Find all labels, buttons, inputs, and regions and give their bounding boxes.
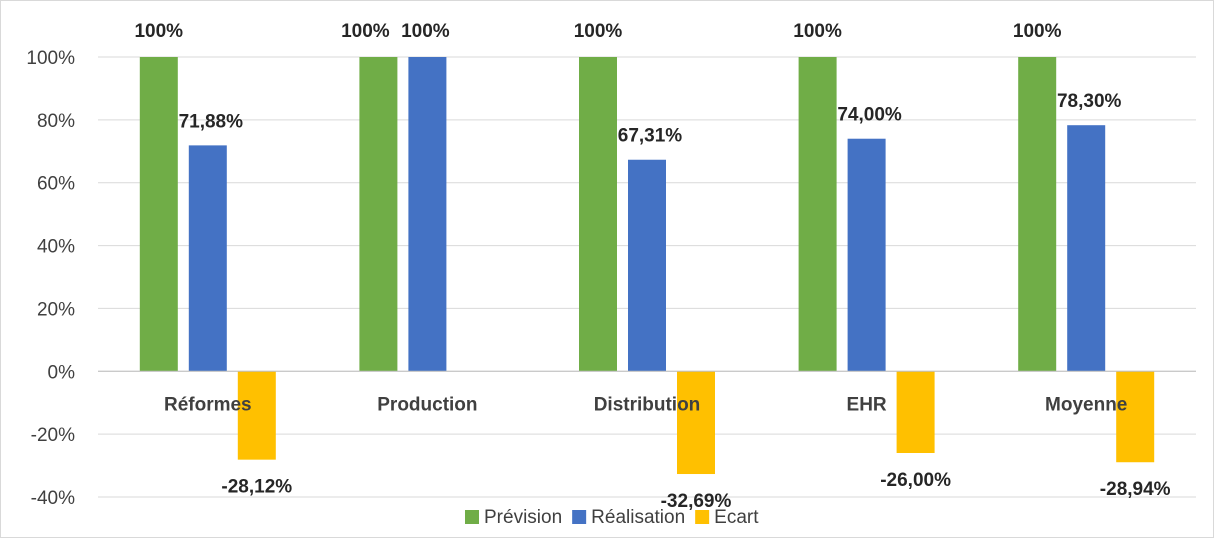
y-tick-label: 0% <box>48 362 76 383</box>
bar-ecart <box>237 371 276 460</box>
y-tick-label: 80% <box>37 111 75 132</box>
legend-swatch-prévision <box>465 510 479 524</box>
data-label-réalisation: 100% <box>401 21 450 42</box>
category-label: Moyenne <box>1045 394 1127 415</box>
category-label: Production <box>377 394 477 415</box>
data-label-prévision: 100% <box>341 21 390 42</box>
legend-label: Prévision <box>484 507 562 528</box>
data-labels: 100% 71,88% -28,12% 100% 100% 100% 67,31% -32,6… <box>134 21 1170 512</box>
legend-swatch-réalisation <box>572 510 587 524</box>
bar-prévision <box>579 57 617 372</box>
data-label-ecart: -28,94% <box>1100 479 1171 500</box>
data-label-ecart: -32,69% <box>661 491 732 512</box>
category-label: EHR <box>847 394 887 415</box>
data-label-réalisation: 74,00% <box>837 105 902 126</box>
bar-prévision <box>798 57 837 372</box>
y-tick-label: -40% <box>31 488 75 509</box>
bars <box>139 57 1155 475</box>
bar-ecart <box>896 371 935 453</box>
data-label-réalisation: 67,31% <box>618 126 683 147</box>
bar-réalisation <box>188 145 227 372</box>
bar-réalisation <box>1067 125 1106 372</box>
bar-prévision <box>359 57 398 372</box>
legend-label: Réalisation <box>591 507 685 528</box>
category-labels: Réformes Production Distribution EHR Moyenne <box>164 394 1127 415</box>
data-label-prévision: 100% <box>574 21 623 42</box>
y-axis-ticks: 100% 80% 60% 40% 20% 0% -20% -40% <box>26 48 75 509</box>
y-tick-label: -20% <box>31 425 75 446</box>
legend-label: Ecart <box>714 507 759 528</box>
data-label-prévision: 100% <box>134 21 183 42</box>
data-label-ecart: -28,12% <box>221 477 292 498</box>
legend: Prévision Réalisation Ecart <box>465 507 759 528</box>
category-label: Distribution <box>594 394 701 415</box>
data-label-prévision: 100% <box>793 21 842 42</box>
bar-réalisation <box>847 138 886 372</box>
bar-ecart <box>677 371 715 475</box>
bar-réalisation <box>408 57 447 372</box>
data-label-ecart: -26,00% <box>880 470 951 491</box>
bar-réalisation <box>628 159 666 372</box>
y-tick-label: 100% <box>26 48 75 69</box>
data-label-prévision: 100% <box>1013 21 1062 42</box>
data-label-réalisation: 71,88% <box>179 111 244 132</box>
legend-swatch-ecart <box>695 510 710 524</box>
bar-prévision <box>139 57 178 372</box>
category-label: Réformes <box>164 394 252 415</box>
y-tick-label: 40% <box>37 237 75 258</box>
y-tick-label: 20% <box>37 299 75 320</box>
bar-prévision <box>1018 57 1057 372</box>
y-tick-label: 60% <box>37 174 75 195</box>
data-label-réalisation: 78,30% <box>1057 91 1122 112</box>
bar-ecart <box>1116 371 1155 463</box>
